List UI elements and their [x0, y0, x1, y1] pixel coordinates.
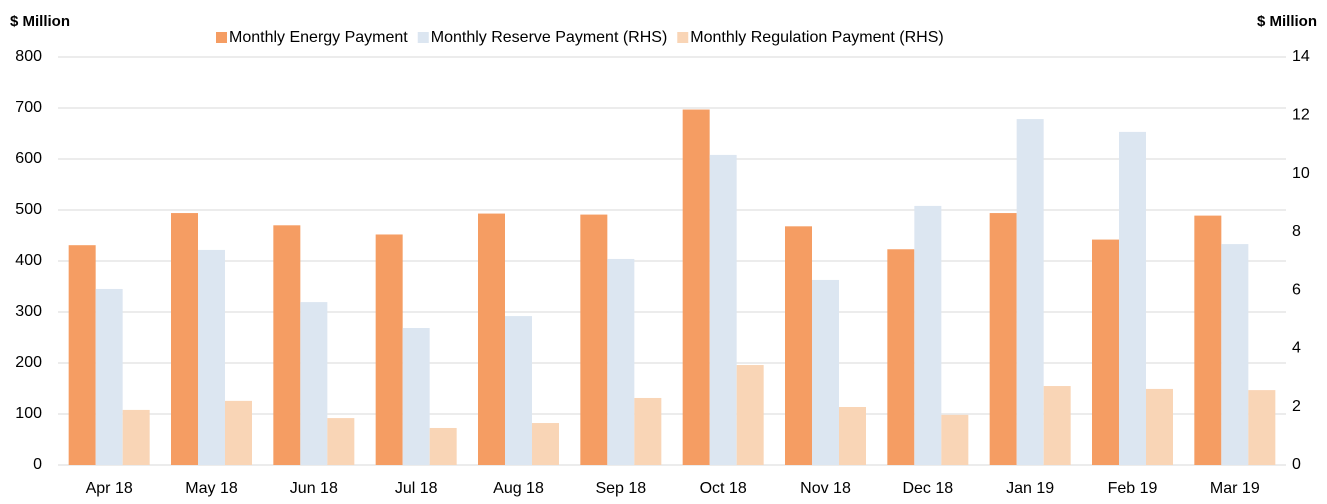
y2-tick-label: 10 [1292, 165, 1310, 182]
bar [941, 414, 969, 465]
bar [478, 213, 505, 465]
y-tick-label: 0 [33, 456, 42, 473]
bar [429, 427, 457, 465]
bar [1194, 215, 1222, 465]
legend-swatch [677, 32, 689, 43]
bar [736, 365, 764, 465]
bar [682, 109, 710, 465]
bar [300, 302, 328, 465]
x-tick-label: Aug 18 [493, 480, 544, 497]
legend-label: Monthly Regulation Payment (RHS) [690, 29, 943, 46]
y-axis-title: $ Million [10, 13, 70, 30]
y2-tick-label: 8 [1292, 223, 1301, 240]
x-tick-label: Feb 19 [1108, 480, 1158, 497]
bar [402, 328, 430, 465]
bar [989, 213, 1017, 465]
x-tick-label: May 18 [185, 480, 238, 497]
bar [225, 400, 252, 465]
bar [273, 225, 301, 465]
bar [1221, 244, 1249, 465]
bar [887, 249, 915, 465]
bar [812, 279, 839, 465]
y-tick-label: 300 [15, 303, 42, 320]
bar [1016, 119, 1044, 466]
bar [1248, 390, 1276, 465]
bar [580, 214, 608, 465]
bar [1092, 239, 1119, 465]
bar [171, 213, 198, 465]
legend-label: Monthly Energy Payment [229, 29, 408, 46]
legend-swatch [417, 32, 429, 43]
y2-axis-title: $ Million [1257, 13, 1317, 30]
y2-tick-label: 6 [1292, 281, 1301, 298]
bar [1119, 131, 1146, 465]
x-tick-label: Oct 18 [700, 480, 747, 497]
y-tick-label: 200 [15, 354, 42, 371]
y2-tick-label: 2 [1292, 398, 1301, 415]
bar [505, 316, 532, 465]
bar [607, 258, 635, 465]
bar [198, 249, 225, 465]
x-tick-label: Nov 18 [800, 480, 851, 497]
legend-swatch [216, 32, 227, 43]
bar [532, 423, 559, 465]
bar [68, 245, 96, 465]
x-tick-label: Apr 18 [86, 480, 133, 497]
x-tick-label: Sep 18 [595, 480, 646, 497]
x-tick-label: Jun 18 [290, 480, 338, 497]
bar [375, 234, 403, 465]
bar [839, 407, 866, 465]
x-tick-label: Mar 19 [1210, 480, 1260, 497]
y-tick-label: 700 [15, 99, 42, 116]
x-tick-label: Dec 18 [902, 480, 953, 497]
bar [327, 418, 355, 465]
x-tick-label: Jul 18 [395, 480, 438, 497]
bar [914, 205, 942, 466]
y2-tick-label: 12 [1292, 107, 1310, 124]
y2-tick-label: 14 [1292, 48, 1310, 65]
legend-label: Monthly Reserve Payment (RHS) [431, 29, 668, 46]
y-tick-label: 800 [15, 48, 42, 65]
y2-tick-label: 4 [1292, 340, 1301, 357]
y2-tick-label: 0 [1292, 456, 1301, 473]
bar [1043, 386, 1071, 465]
bar [785, 226, 812, 465]
bar [1146, 388, 1173, 465]
x-tick-label: Jan 19 [1006, 480, 1054, 497]
y-tick-label: 500 [15, 201, 42, 218]
y-tick-label: 100 [15, 405, 42, 422]
bar [709, 154, 737, 466]
y-tick-label: 600 [15, 150, 42, 167]
bar [634, 397, 662, 465]
bar [122, 409, 150, 465]
y-tick-label: 400 [15, 252, 42, 269]
bar [95, 288, 123, 465]
